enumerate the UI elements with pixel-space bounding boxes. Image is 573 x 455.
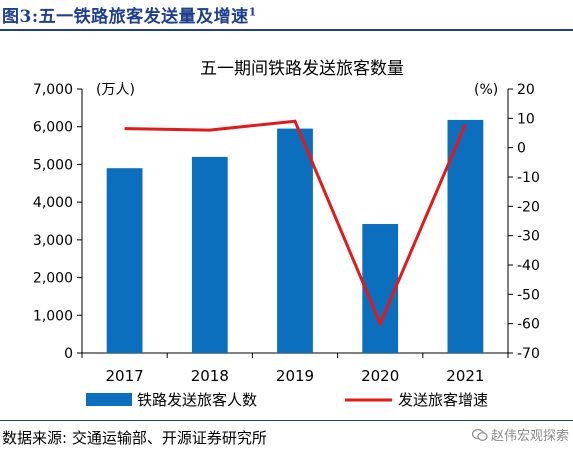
right-tick-label: -40 — [517, 258, 540, 274]
chart: 五一期间铁路发送旅客数量 (万人) (%) 0 1,000 2,000 3,000 4,… — [33, 59, 540, 409]
figure-label: 图3: — [2, 7, 39, 27]
bottom-rule — [0, 420, 573, 421]
wechat-icon — [471, 428, 488, 441]
right-tick-label: -30 — [517, 229, 540, 245]
figure-title: 图3:五一铁路旅客发送量及增速1 — [2, 2, 257, 27]
chart-title: 五一期间铁路发送旅客数量 — [200, 59, 404, 79]
legend-line-label: 发送旅客增速 — [398, 391, 488, 409]
x-tick-label: 2021 — [446, 367, 484, 385]
bar-2018 — [191, 156, 228, 353]
right-tick-label: -70 — [517, 346, 540, 362]
bar-2020 — [362, 224, 399, 353]
title-rule — [0, 29, 573, 31]
watermark: 赵伟宏观探索 — [471, 425, 569, 444]
right-tick-label: -50 — [517, 287, 540, 303]
right-tick-label: -20 — [517, 199, 540, 215]
footnote-mark: 1 — [248, 5, 257, 19]
figure-heading: 五一铁路旅客发送量及增速 — [38, 7, 249, 27]
right-axis-unit: (%) — [474, 82, 498, 98]
left-tick-label: 2,000 — [33, 271, 73, 287]
right-tick-label: 10 — [517, 111, 535, 127]
x-tick-label: 2017 — [106, 367, 144, 385]
left-axis-unit: (万人) — [96, 82, 135, 98]
bar-2021 — [447, 119, 484, 353]
right-tick-label: -60 — [517, 317, 540, 333]
left-tick-label: 0 — [64, 346, 73, 362]
x-tick-label: 2018 — [191, 367, 229, 385]
right-tick-label: 20 — [517, 82, 535, 98]
left-tick-label: 1,000 — [33, 308, 73, 324]
left-tick-label: 5,000 — [33, 157, 73, 173]
left-tick-label: 3,000 — [33, 233, 73, 249]
right-tick-label: -10 — [517, 170, 540, 186]
watermark-text: 赵伟宏观探索 — [490, 429, 569, 444]
x-tick-label: 2020 — [361, 367, 399, 385]
left-tick-label: 7,000 — [33, 82, 73, 98]
x-tick-label: 2019 — [276, 367, 314, 385]
legend-bar-label: 铁路发送旅客人数 — [137, 391, 257, 409]
bar-2017 — [106, 168, 143, 353]
left-tick-label: 4,000 — [33, 195, 73, 211]
legend-bar-swatch — [86, 393, 132, 406]
source-note: 数据来源: 交通运输部、开源证券研究所 — [2, 429, 267, 447]
bar-2019 — [277, 128, 313, 353]
right-tick-label: 0 — [517, 141, 526, 157]
left-tick-label: 6,000 — [33, 120, 73, 136]
